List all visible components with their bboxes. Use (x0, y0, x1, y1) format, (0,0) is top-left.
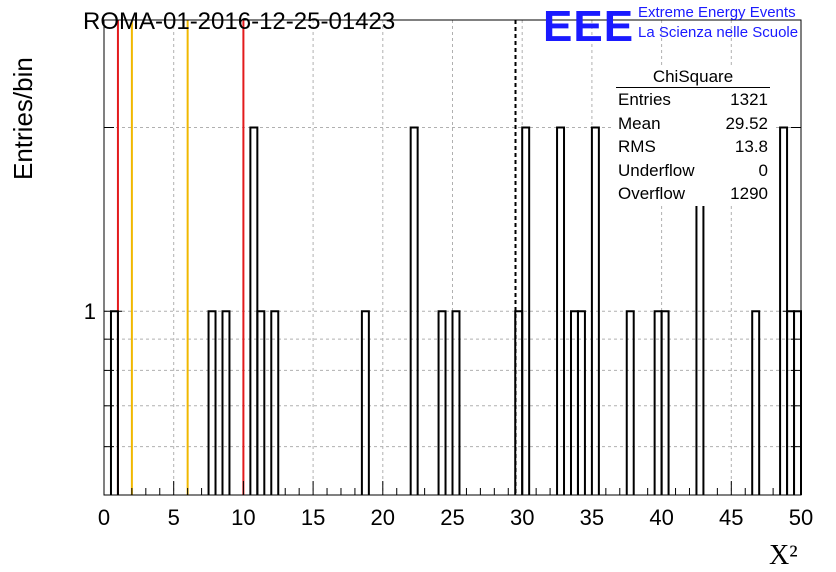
x-tick-label: 5 (168, 505, 180, 530)
histogram-bar (660, 310, 670, 495)
stats-value: 0 (758, 160, 768, 180)
run-title: ROMA-01-2016-12-25-01423 (83, 8, 396, 35)
stats-label: Overflow (618, 184, 686, 203)
stats-row: Entries 1321 (612, 88, 774, 112)
stats-label: Entries (618, 90, 671, 109)
stats-row: Underflow 0 (612, 159, 774, 183)
stats-value: 1290 (730, 184, 768, 203)
histogram-bar (270, 310, 280, 495)
x-tick-label: 25 (440, 505, 464, 530)
stats-value: 1321 (730, 90, 768, 109)
stats-row: RMS 13.8 (612, 135, 774, 159)
stats-label: Underflow (618, 160, 695, 180)
stats-value: 13.8 (734, 137, 768, 156)
histogram-bar (576, 310, 586, 495)
x-tick-label: 10 (231, 505, 255, 530)
histogram-bar (556, 126, 566, 495)
stats-row: Mean 29.52 (612, 112, 774, 136)
histogram-bar (360, 310, 370, 495)
histogram-bar (625, 310, 635, 495)
stats-label: Mean (618, 113, 661, 133)
histogram-bar (521, 126, 531, 495)
eee-logo: EEE (543, 2, 635, 51)
x-tick-label: 15 (301, 505, 325, 530)
histogram-bins (109, 126, 802, 495)
histogram-bar (221, 310, 231, 495)
x-tick-label: 40 (649, 505, 673, 530)
tick-labels: 0 5 10 15 20 25 30 35 40 45 50 1 (84, 299, 813, 530)
plot-frame (103, 19, 802, 496)
x-tick-label: 0 (98, 505, 110, 530)
stats-title: ChiSquare (616, 66, 770, 88)
axis-ticks (103, 19, 802, 495)
x-axis-label: X² (769, 540, 798, 571)
histogram-bar (590, 126, 600, 495)
x-tick-label: 50 (789, 505, 813, 530)
histogram-bar (256, 310, 266, 495)
y-axis-label: Entries/bin (8, 57, 38, 180)
logo-subtitle-2: La Scienza nelle Scuole (638, 24, 799, 41)
stats-value: 29.52 (725, 113, 768, 133)
reference-lines (116, 20, 517, 495)
stats-row: Overflow 1290 (612, 182, 774, 206)
x-tick-label: 20 (371, 505, 395, 530)
logo-subtitle-1: Extreme Energy Events (638, 4, 796, 21)
x-tick-label: 35 (580, 505, 604, 530)
histogram-bar (451, 310, 461, 495)
histogram-bar (207, 310, 217, 495)
stats-box: ChiSquare Entries 1321 Mean 29.52 RMS 13… (612, 66, 774, 206)
x-tick-label: 30 (510, 505, 534, 530)
histogram-bar (437, 310, 447, 495)
x-tick-label: 45 (719, 505, 743, 530)
histogram-bar (751, 310, 761, 495)
y-tick-label: 1 (84, 299, 96, 324)
stats-label: RMS (618, 137, 656, 156)
histogram-bar (409, 126, 419, 495)
